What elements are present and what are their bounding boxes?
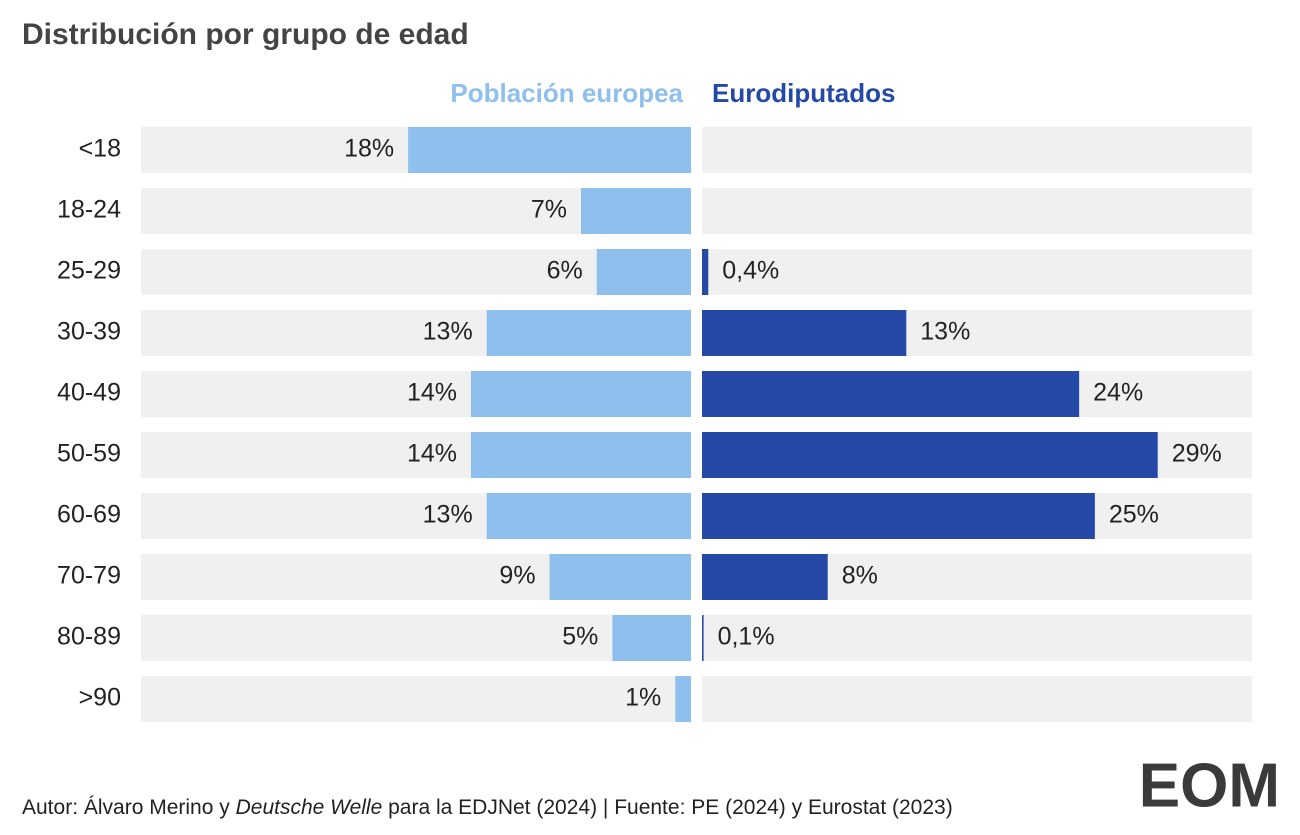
bar — [702, 432, 1158, 478]
row-background — [141, 615, 691, 661]
bar — [471, 371, 691, 417]
legend-label: Población europea — [450, 78, 683, 108]
value-label: 14% — [407, 379, 457, 407]
footer-author-italic: Deutsche Welle — [236, 796, 383, 819]
value-label: 6% — [547, 257, 583, 285]
value-label: 14% — [407, 440, 457, 468]
legend-label: Eurodiputados — [712, 78, 895, 108]
bar — [702, 371, 1080, 417]
bar — [702, 310, 907, 356]
category-label: <18 — [79, 135, 121, 163]
value-label: 5% — [562, 623, 598, 651]
value-label: 1% — [625, 684, 661, 712]
value-label: 8% — [842, 562, 878, 590]
bar — [596, 249, 691, 295]
value-label: 24% — [1093, 379, 1143, 407]
category-label: 80-89 — [57, 623, 121, 651]
bar — [675, 676, 691, 722]
footer: Autor: Álvaro Merino y Deutsche Welle pa… — [22, 796, 953, 819]
row-background — [702, 676, 1252, 722]
row-background — [141, 676, 691, 722]
chart-title: Distribución por grupo de edad — [22, 18, 469, 51]
bar — [486, 493, 691, 539]
bar — [471, 432, 691, 478]
value-label: 9% — [499, 562, 535, 590]
footer-author: Autor: Álvaro Merino y — [22, 796, 230, 819]
value-label: 13% — [423, 501, 473, 529]
value-label: 0,4% — [722, 257, 779, 285]
bar — [549, 554, 691, 600]
category-label: 50-59 — [57, 440, 121, 468]
footer-author-suffix: para la EDJNet (2024) — [388, 796, 597, 819]
value-label: 18% — [344, 135, 394, 163]
bar — [702, 493, 1095, 539]
value-label: 0,1% — [718, 623, 775, 651]
row-background — [702, 249, 1252, 295]
category-label: 60-69 — [57, 501, 121, 529]
row-background — [702, 615, 1252, 661]
category-label: 30-39 — [57, 318, 121, 346]
bar — [702, 249, 709, 295]
value-label: 7% — [531, 196, 567, 224]
category-label: >90 — [79, 684, 121, 712]
category-label: 40-49 — [57, 379, 121, 407]
logo: EOM — [1139, 751, 1280, 820]
value-label: 25% — [1109, 501, 1159, 529]
row-background — [702, 188, 1252, 234]
bar — [702, 554, 828, 600]
value-label: 13% — [423, 318, 473, 346]
footer-source: | Fuente: PE (2024) y Eurostat (2023) — [603, 796, 953, 819]
bar — [612, 615, 691, 661]
category-label: 70-79 — [57, 562, 121, 590]
bar — [408, 127, 691, 173]
bar — [702, 615, 704, 661]
bar — [581, 188, 691, 234]
value-label: 13% — [920, 318, 970, 346]
category-label: 18-24 — [57, 196, 121, 224]
category-label: 25-29 — [57, 257, 121, 285]
bar — [486, 310, 691, 356]
value-label: 29% — [1172, 440, 1222, 468]
row-background — [702, 127, 1252, 173]
